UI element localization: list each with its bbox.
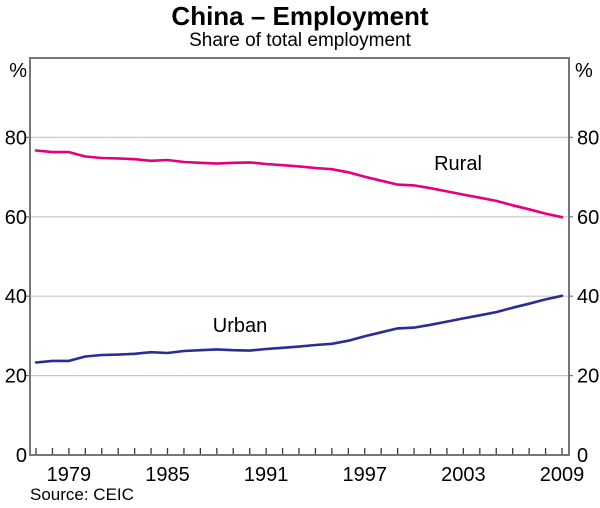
y-axis-label-left: 60 (5, 207, 27, 229)
x-axis-year-label: 1997 (343, 464, 388, 486)
x-axis-year-label: 1979 (47, 464, 92, 486)
series-label-rural: Rural (434, 153, 482, 175)
plot-frame (29, 57, 570, 456)
y-axis-label-right: 80 (577, 127, 599, 149)
x-axis-year-label: 1991 (244, 464, 289, 486)
y-axis-label-right: 40 (577, 286, 599, 308)
series-label-urban: Urban (213, 315, 267, 337)
x-axis-year-label: 1985 (145, 464, 190, 486)
urban-line (34, 294, 564, 364)
y-axis-label-right: 60 (577, 207, 599, 229)
y-axis-label-right: 0 (577, 445, 588, 467)
y-axis-label-left: 0 (16, 445, 27, 467)
y-axis-label-left: 20 (5, 366, 27, 388)
chart-title: China – Employment (171, 1, 429, 31)
y-axis-label-right: 20 (577, 366, 599, 388)
y-axis-unit-left: % (9, 60, 27, 82)
chart-subtitle: Share of total employment (189, 30, 411, 51)
rural-line (34, 149, 564, 219)
y-axis-label-left: 40 (5, 286, 27, 308)
x-axis-year-label: 2009 (540, 464, 585, 486)
y-axis-unit-right: % (575, 60, 593, 82)
x-axis-year-label: 2003 (441, 464, 486, 486)
y-axis-label-left: 80 (5, 127, 27, 149)
source-note: Source: CEIC (30, 485, 134, 504)
